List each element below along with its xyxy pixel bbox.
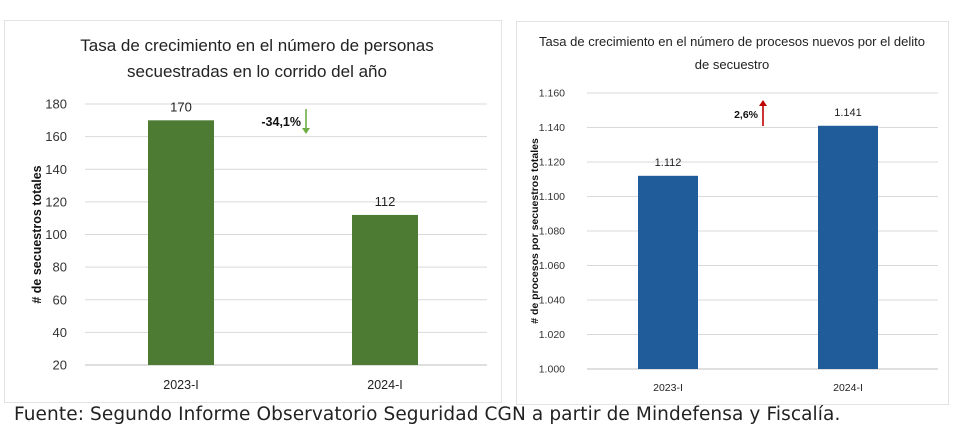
y-tick-label: 180 bbox=[45, 97, 67, 112]
bar bbox=[638, 175, 698, 369]
chart-panel-new-processes: Tasa de crecimiento en el número de proc… bbox=[516, 21, 949, 405]
category-label: 2023-I bbox=[163, 378, 198, 392]
bar-value-label: 1.112 bbox=[655, 157, 682, 169]
chart-panel-kidnapped-persons: Tasa de crecimiento en el número de pers… bbox=[4, 20, 502, 403]
y-tick-label: 1.120 bbox=[539, 157, 565, 169]
y-tick-label: 1.100 bbox=[539, 191, 565, 203]
bar bbox=[818, 125, 878, 370]
category-label: 2024-I bbox=[833, 382, 863, 394]
category-label: 2024-I bbox=[367, 378, 402, 392]
y-tick-label: 1.040 bbox=[539, 295, 565, 307]
chart-title-line: de secuestro bbox=[695, 57, 769, 72]
y-tick-label: 1.140 bbox=[539, 122, 565, 134]
y-axis-label: # de procesos por secuestros totales bbox=[529, 138, 541, 324]
bar bbox=[352, 214, 418, 365]
chart-title-line: Tasa de crecimiento en el número de proc… bbox=[539, 34, 925, 49]
y-tick-label: 80 bbox=[53, 260, 67, 275]
y-tick-label: 1.000 bbox=[539, 364, 565, 376]
change-percent-label: 2,6% bbox=[734, 109, 759, 121]
arrow-up-icon bbox=[759, 100, 767, 106]
y-tick-label: 1.160 bbox=[539, 88, 565, 100]
y-tick-label: 140 bbox=[45, 162, 67, 177]
arrow-down-icon bbox=[302, 128, 310, 134]
chart-kidnapped-persons: Tasa de crecimiento en el número de pers… bbox=[30, 36, 487, 392]
y-tick-label: 1.020 bbox=[539, 329, 565, 341]
y-tick-label: 20 bbox=[53, 358, 67, 373]
chart-title-line: Tasa de crecimiento en el número de pers… bbox=[80, 36, 433, 55]
y-tick-label: 60 bbox=[53, 292, 67, 307]
bar-value-label: 112 bbox=[375, 194, 396, 209]
bar bbox=[148, 120, 214, 365]
y-tick-label: 1.080 bbox=[539, 226, 565, 238]
y-tick-label: 100 bbox=[45, 227, 67, 242]
y-tick-label: 160 bbox=[45, 129, 67, 144]
category-label: 2023-I bbox=[653, 382, 683, 394]
change-percent-label: -34,1% bbox=[261, 115, 301, 129]
source-note: Fuente: Segundo Informe Observatorio Seg… bbox=[14, 404, 841, 425]
chart-title-line: secuestradas en lo corrido del año bbox=[127, 62, 387, 81]
y-tick-label: 120 bbox=[45, 194, 67, 209]
y-tick-label: 1.060 bbox=[539, 260, 565, 272]
chart-new-processes: Tasa de crecimiento en el número de proc… bbox=[529, 34, 938, 394]
y-tick-label: 40 bbox=[53, 325, 67, 340]
bar-value-label: 1.141 bbox=[834, 107, 862, 119]
bar-value-label: 170 bbox=[170, 99, 192, 114]
y-axis-label: # de secuestros totales bbox=[30, 165, 44, 303]
